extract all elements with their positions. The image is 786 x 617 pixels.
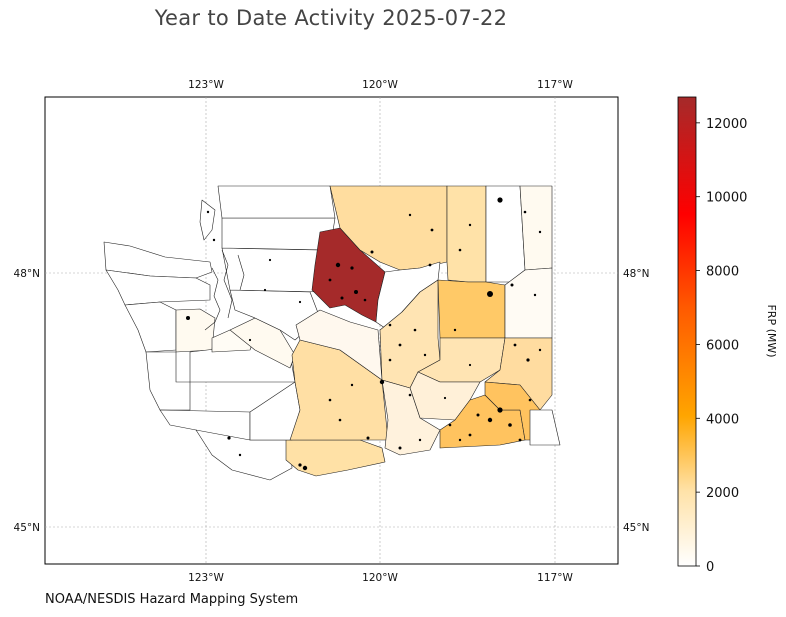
lon-tick-117-bottom: 117°W [537,572,573,584]
county-whatcom [217,185,336,219]
county-klickitat [285,439,386,477]
map-title: Year to Date Activity 2025-07-22 [154,6,508,30]
lon-tick-120-top: 120°W [362,79,398,91]
county-ferry [446,185,487,283]
county-asotin [529,409,561,446]
lon-ticks-bottom: 123°W 120°W 117°W [188,572,573,584]
county-columbia-garfield [484,381,541,441]
colorbar-tick-label: 12000 [706,117,747,132]
data-credit: NOAA/NESDIS Hazard Mapping System [45,592,299,607]
lon-tick-117-top: 117°W [537,79,573,91]
county-kittitas [295,309,383,381]
lat-ticks-right: 48°N 45°N [623,268,649,534]
county-spokane [504,267,553,339]
colorbar-tick-label: 0 [706,560,714,575]
county-layer [103,185,561,481]
puget-sound-shoreline [204,249,245,331]
colorbar-tick-label: 2000 [706,486,739,501]
lon-ticks-top: 123°W 120°W 117°W [188,79,573,91]
county-snohomish [221,247,326,293]
colorbar-tick-label: 10000 [706,191,747,206]
lat-tick-48-left: 48°N [14,268,40,280]
county-pacific [145,351,191,411]
county-lincoln [437,279,506,339]
lon-tick-123-bottom: 123°W [188,572,224,584]
lat-tick-48-right: 48°N [623,268,649,280]
county-pend-oreille [519,185,553,271]
county-stevens [485,185,526,283]
colorbar-tick-label: 6000 [706,338,739,353]
colorbar-label: FRP (MW) [765,304,778,357]
lon-tick-120-bottom: 120°W [362,572,398,584]
colorbar-tick-label: 4000 [706,412,739,427]
lat-ticks-left: 48°N 45°N [14,268,40,534]
county-jefferson [105,269,211,306]
fire-detections [186,197,542,471]
lat-tick-45-left: 45°N [14,522,40,534]
county-benton [381,379,441,456]
lat-tick-45-right: 45°N [623,522,649,534]
county-island-san-juan [199,199,216,241]
colorbar-ticks: 0 2000 4000 6000 8000 10000 12000 [696,117,747,575]
colorbar [677,96,697,567]
colorbar-tick-label: 8000 [706,265,739,280]
lon-tick-123-top: 123°W [188,79,224,91]
county-mason [175,308,216,353]
